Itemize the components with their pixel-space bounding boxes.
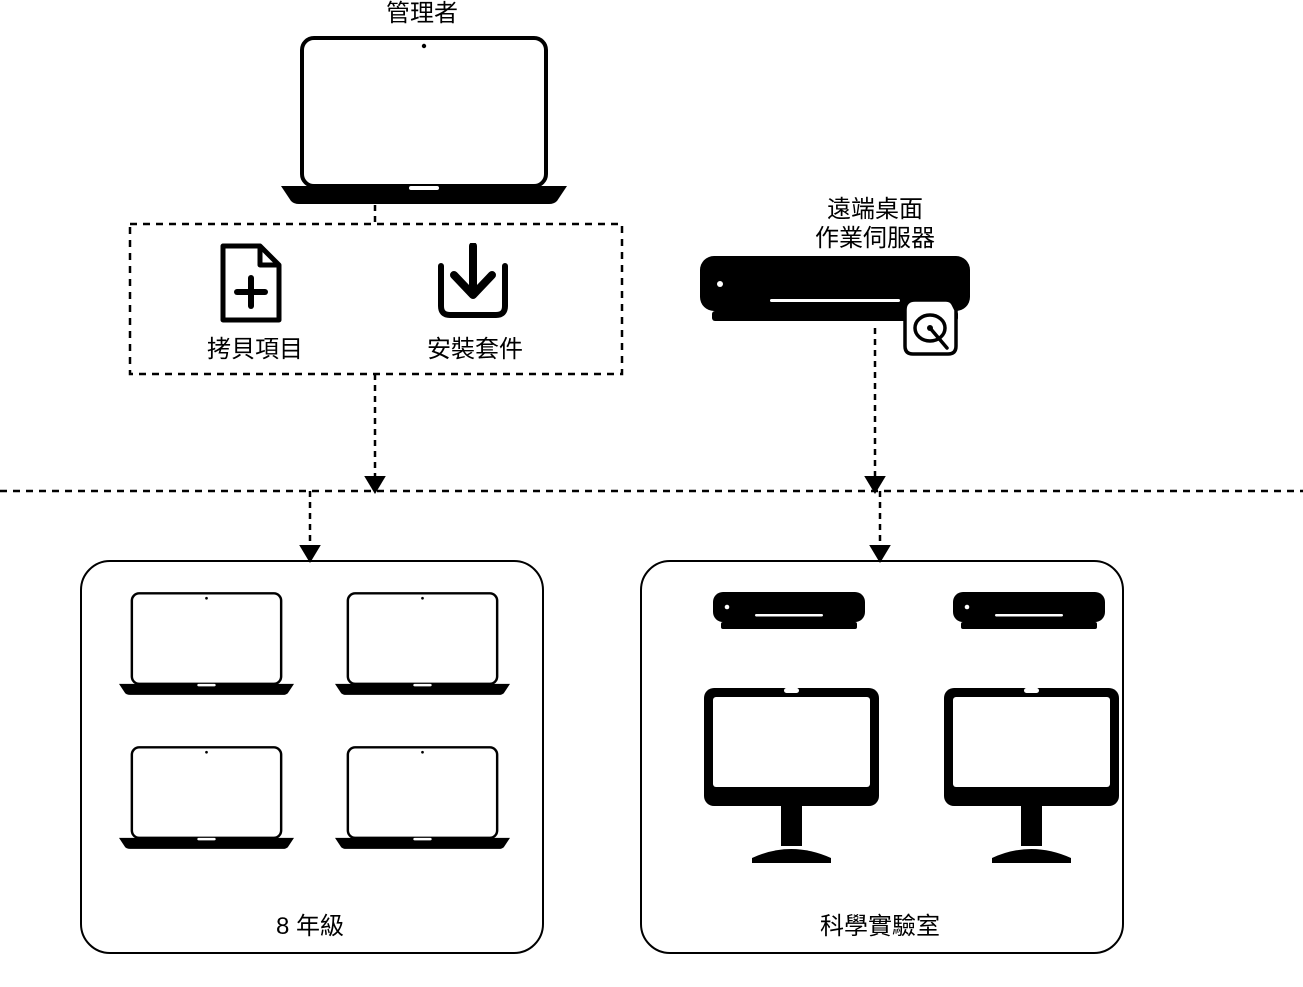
diagram-canvas: { "meta": { "type": "flowchart", "width"… [0,0,1303,987]
lab-miniserver-icon [953,592,1105,632]
grade8-laptop-icon [335,746,510,849]
grade8-label: 8 年級 [265,913,355,942]
admin-label: 管理者 [377,0,467,29]
install-pkg-label: 安裝套件 [415,336,535,365]
remote-server-label: 遠端桌面 作業伺服器 [795,196,955,254]
grade8-laptop-icon [119,746,294,849]
copy-items-label: 拷貝項目 [195,336,315,365]
lab-monitor-icon [944,688,1119,863]
grade8-laptop-icon [335,592,510,695]
admin-laptop-icon [281,36,567,204]
download-box-icon [438,243,508,318]
grade8-laptop-icon [119,592,294,695]
file-plus-icon [220,243,282,323]
disk-icon [903,298,958,356]
lab-miniserver-icon [713,592,865,632]
lab-label: 科學實驗室 [810,913,950,942]
lab-monitor-icon [704,688,879,863]
